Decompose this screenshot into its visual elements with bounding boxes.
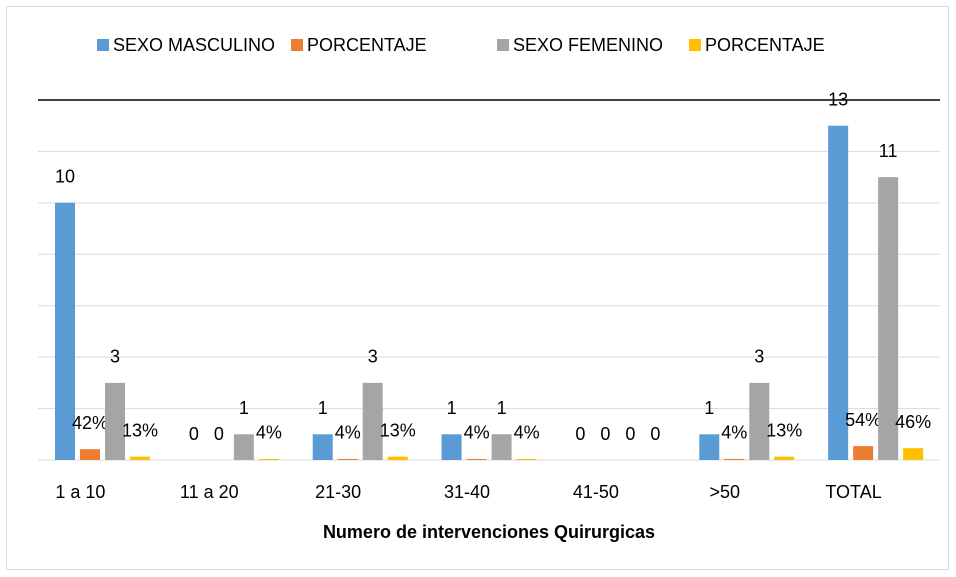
data-label: 46% <box>895 412 931 432</box>
data-label: 3 <box>754 347 764 367</box>
data-label: 3 <box>368 347 378 367</box>
data-label: 42% <box>72 413 108 433</box>
data-label: 13% <box>766 420 802 440</box>
bar <box>853 446 874 460</box>
data-label: 1 <box>497 398 507 418</box>
bar <box>362 382 383 460</box>
data-label: 1 <box>704 398 714 418</box>
bar <box>774 456 795 460</box>
data-label: 11 <box>879 141 898 161</box>
x-tick-label: TOTAL <box>825 482 881 502</box>
bar <box>441 434 462 460</box>
x-tick-label: 31-40 <box>444 482 490 502</box>
bar <box>828 125 849 460</box>
x-tick-label: >50 <box>709 482 740 502</box>
bar <box>749 382 770 460</box>
data-label: 4% <box>256 423 282 443</box>
bar <box>55 202 75 460</box>
data-label: 4% <box>514 423 540 443</box>
data-label: 10 <box>55 167 75 187</box>
data-label: 0 <box>214 424 224 444</box>
data-label: 4% <box>464 423 490 443</box>
data-label: 1 <box>239 398 249 418</box>
data-label: 0 <box>650 424 660 444</box>
data-label: 13% <box>122 420 158 440</box>
data-label: 4% <box>335 423 361 443</box>
legend-label: PORCENTAJE <box>307 35 427 55</box>
x-tick-label: 21-30 <box>315 482 361 502</box>
legend-label: PORCENTAJE <box>705 35 825 55</box>
bar <box>337 458 358 460</box>
bar <box>724 458 745 460</box>
data-label: 0 <box>625 424 635 444</box>
x-tick-label: 11 a 20 <box>180 482 239 502</box>
legend-label: SEXO MASCULINO <box>113 35 275 55</box>
data-label: 0 <box>189 424 199 444</box>
data-label: 3 <box>110 347 120 367</box>
data-label: 1 <box>447 398 457 418</box>
data-label: 54% <box>845 410 881 430</box>
bar <box>233 434 254 460</box>
bar <box>516 458 537 460</box>
data-label: 13% <box>380 420 416 440</box>
bar <box>130 456 150 460</box>
legend-swatch <box>291 39 303 51</box>
legend-swatch <box>97 39 109 51</box>
bar <box>878 177 899 460</box>
bar <box>105 382 125 460</box>
bar <box>699 434 720 460</box>
legend-label: SEXO FEMENINO <box>513 35 663 55</box>
x-tick-label: 41-50 <box>573 482 619 502</box>
bar <box>80 449 100 460</box>
bar <box>491 434 512 460</box>
data-label: 13 <box>828 89 848 109</box>
data-label: 0 <box>600 424 610 444</box>
data-label: 0 <box>575 424 585 444</box>
bar <box>466 458 487 460</box>
legend-swatch <box>497 39 509 51</box>
x-axis-title: Numero de intervenciones Quirurgicas <box>323 522 655 542</box>
data-label: 4% <box>721 423 747 443</box>
bar <box>387 456 408 460</box>
data-label: 1 <box>318 398 328 418</box>
legend-swatch <box>689 39 701 51</box>
bar <box>258 458 279 460</box>
x-tick-label: 1 a 10 <box>55 482 105 502</box>
bar <box>903 448 924 460</box>
bar <box>312 434 333 460</box>
